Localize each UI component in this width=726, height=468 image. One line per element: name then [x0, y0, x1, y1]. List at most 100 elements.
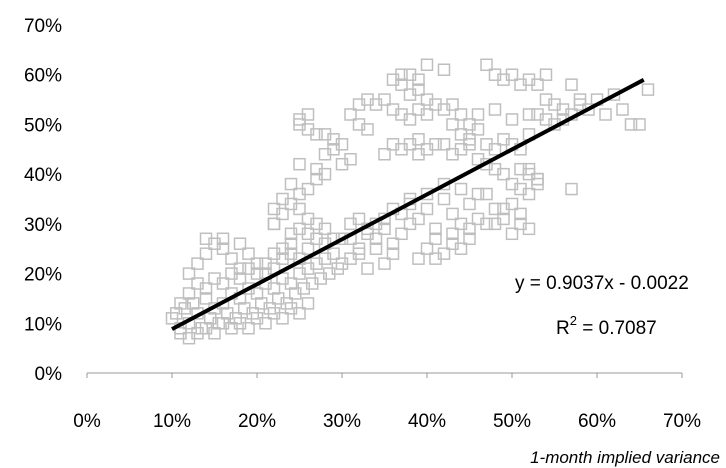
data-point	[471, 187, 485, 201]
data-point	[429, 252, 442, 265]
data-point	[378, 257, 391, 270]
data-point	[437, 63, 451, 76]
data-point	[352, 242, 366, 255]
data-point	[531, 177, 544, 191]
data-point	[344, 152, 357, 166]
data-point	[446, 227, 459, 241]
data-point	[488, 202, 502, 216]
data-point	[318, 148, 332, 161]
data-point	[454, 128, 468, 141]
data-point	[403, 68, 417, 81]
data-point	[386, 103, 400, 116]
data-point	[497, 212, 510, 226]
data-point	[514, 217, 527, 231]
data-point	[352, 98, 366, 111]
data-point	[446, 118, 459, 131]
data-point	[259, 317, 272, 330]
data-point	[463, 222, 476, 236]
data-point	[446, 207, 459, 221]
y-tick-label: 60%	[24, 66, 62, 87]
data-point	[429, 138, 442, 151]
data-point	[369, 242, 383, 255]
data-point	[293, 157, 306, 171]
data-point	[454, 108, 468, 121]
x-tick-label: 70%	[663, 411, 701, 432]
data-point	[386, 237, 400, 250]
data-point	[565, 78, 578, 91]
data-point	[412, 103, 425, 116]
data-point	[505, 113, 519, 126]
data-point	[361, 123, 374, 136]
y-tick-label: 50%	[24, 115, 62, 136]
data-point	[539, 93, 553, 106]
data-point	[471, 108, 485, 121]
data-point	[454, 242, 468, 255]
data-point	[174, 297, 187, 310]
data-point	[187, 297, 200, 310]
data-point	[480, 58, 493, 72]
data-point	[412, 83, 425, 96]
data-point	[412, 212, 425, 226]
data-point	[616, 103, 629, 116]
data-point	[539, 68, 553, 81]
data-point	[233, 272, 247, 285]
y-tick-label: 20%	[24, 265, 62, 286]
data-point	[412, 252, 425, 265]
data-point	[505, 197, 519, 211]
data-point	[276, 192, 289, 206]
x-tick-label: 40%	[408, 411, 446, 432]
y-tick-label: 70%	[24, 16, 62, 37]
x-tick-label: 0%	[73, 411, 101, 432]
data-point	[318, 128, 332, 141]
data-point	[327, 247, 340, 260]
data-point	[624, 118, 638, 131]
data-point	[573, 93, 587, 106]
data-point	[463, 232, 476, 246]
data-point	[293, 187, 306, 201]
data-point	[250, 267, 264, 280]
data-point	[429, 222, 442, 236]
data-point	[488, 103, 502, 116]
x-tick-label: 10%	[153, 411, 191, 432]
data-point	[454, 182, 468, 196]
data-point	[216, 232, 230, 246]
data-point	[335, 232, 349, 246]
data-point	[199, 247, 213, 260]
data-point	[284, 277, 298, 290]
data-point	[199, 232, 213, 246]
data-point	[429, 232, 442, 246]
data-point	[344, 217, 357, 231]
data-point	[369, 232, 383, 246]
data-point	[395, 78, 408, 91]
data-point	[522, 167, 536, 181]
data-point	[310, 162, 323, 176]
y-axis: 0% 10% 20% 30% 40% 50% 60% 70%	[24, 16, 62, 385]
data-point	[301, 297, 315, 310]
data-point	[437, 103, 451, 116]
data-point	[293, 202, 306, 216]
data-point	[378, 148, 391, 161]
data-point	[386, 247, 400, 260]
data-point	[395, 227, 408, 241]
data-point	[284, 177, 298, 191]
x-tick-label: 50%	[493, 411, 531, 432]
data-point	[284, 227, 298, 241]
data-point	[242, 322, 255, 335]
data-point	[420, 187, 434, 201]
data-point	[420, 58, 434, 72]
data-point	[480, 217, 493, 231]
data-point	[505, 227, 519, 241]
data-point	[267, 282, 281, 295]
data-point	[318, 222, 332, 236]
data-point	[420, 202, 434, 216]
data-point	[565, 182, 578, 196]
data-point	[497, 167, 510, 181]
data-point	[488, 143, 502, 156]
data-point	[301, 242, 315, 255]
data-point	[182, 267, 196, 280]
data-point	[386, 138, 400, 151]
data-point	[463, 138, 476, 151]
data-point	[182, 287, 196, 300]
data-point	[293, 307, 306, 320]
data-point	[344, 108, 357, 121]
